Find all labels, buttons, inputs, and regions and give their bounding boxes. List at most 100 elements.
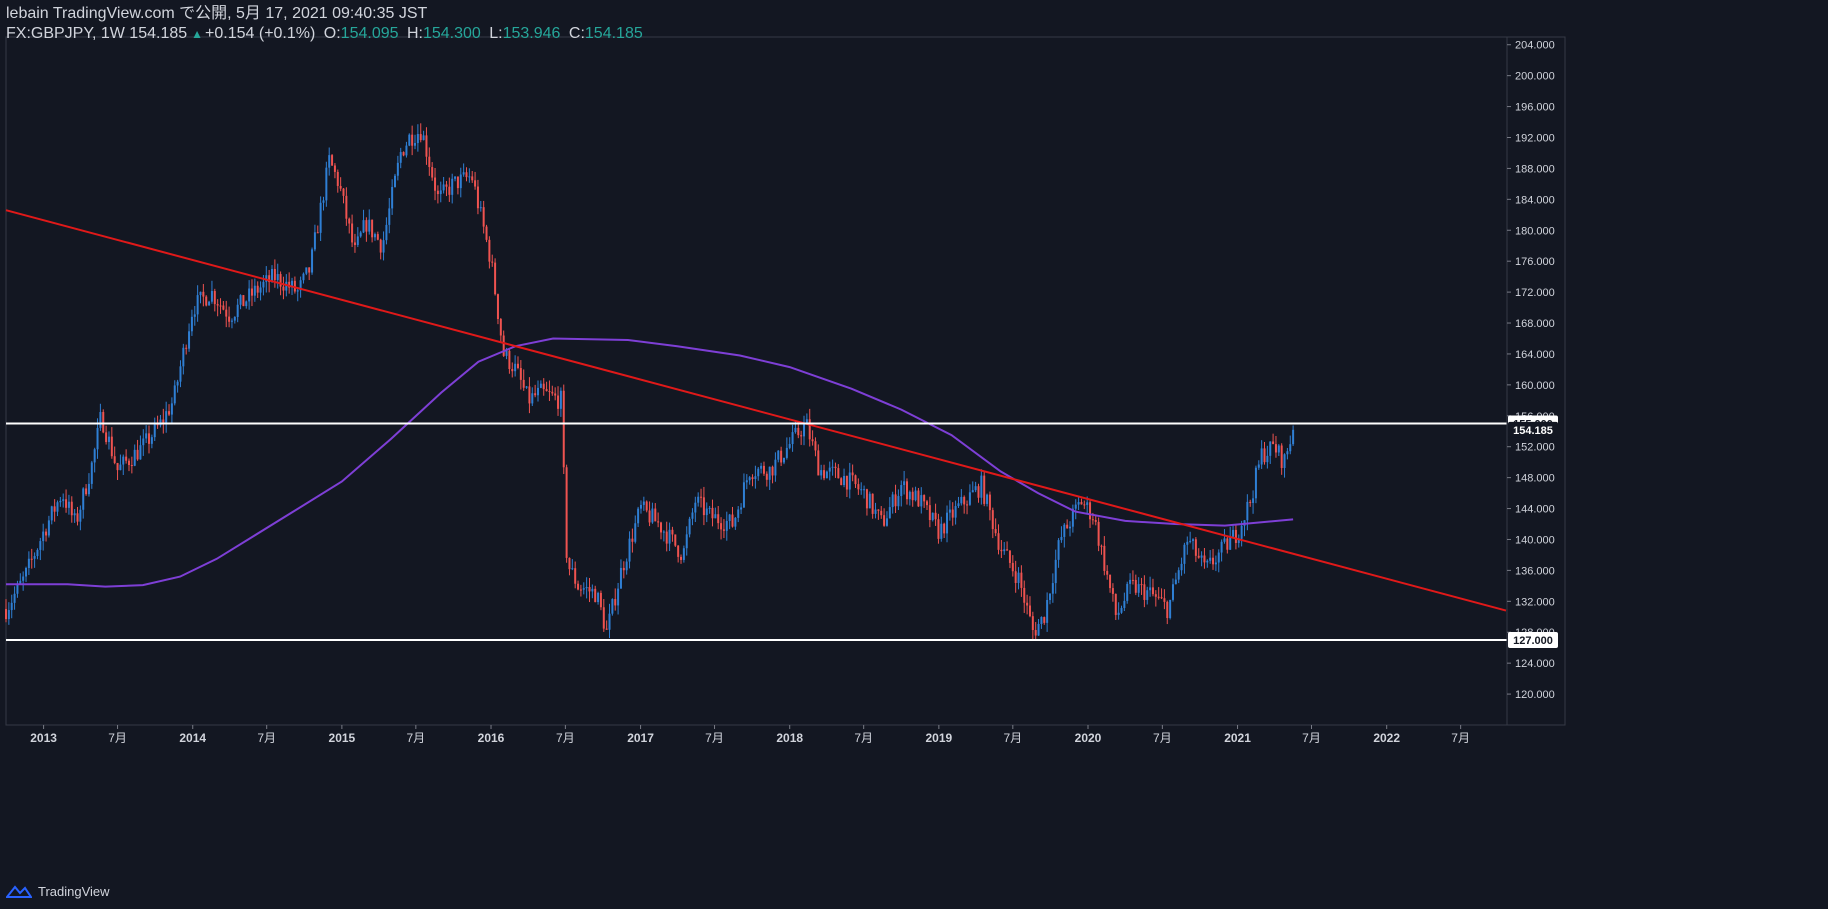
candle-body	[150, 437, 153, 444]
candle-body	[188, 331, 191, 349]
candle	[685, 526, 688, 556]
candle-body	[136, 449, 139, 460]
candle	[202, 283, 205, 307]
candle	[1252, 490, 1255, 514]
candle-body	[848, 472, 851, 490]
candle-body	[1026, 602, 1029, 606]
candle-body	[528, 386, 531, 404]
candle	[482, 200, 485, 234]
time-tick-label: 2015	[329, 731, 356, 745]
candle	[165, 401, 168, 433]
candle	[717, 505, 720, 530]
candle	[760, 462, 763, 474]
candle-body	[823, 470, 826, 479]
candle	[868, 491, 871, 509]
candle	[208, 300, 211, 306]
candle	[228, 306, 231, 328]
candle	[10, 594, 13, 619]
candle-body	[1151, 587, 1154, 595]
candle	[205, 295, 208, 307]
candle-body	[940, 523, 943, 539]
candle	[56, 500, 59, 517]
candle-body	[311, 249, 314, 273]
candle-body	[379, 239, 382, 253]
symbol-label[interactable]: FX:GBPJPY, 1W 154.185	[6, 25, 188, 42]
candle-body	[1091, 519, 1094, 521]
candle-body	[1171, 584, 1174, 600]
candle	[316, 225, 319, 234]
candle-body	[1046, 599, 1049, 623]
price-tick-label: 160.000	[1515, 380, 1555, 392]
candle-body	[983, 475, 986, 504]
candle-body	[840, 478, 843, 486]
candle	[213, 288, 216, 312]
candle-body	[385, 224, 388, 241]
candle-body	[665, 531, 668, 544]
candle	[708, 505, 711, 514]
candle	[831, 459, 834, 476]
candle	[47, 515, 50, 538]
candle-body	[479, 207, 482, 209]
candle-body	[133, 449, 136, 466]
candle-body	[817, 450, 820, 476]
time-tick-label: 2018	[776, 731, 803, 745]
footer-branding[interactable]: TradingView	[6, 880, 110, 902]
time-tick-label: 7月	[705, 731, 724, 745]
candle-body	[279, 274, 282, 287]
candle-body	[903, 481, 906, 486]
candle	[414, 134, 417, 150]
candle-body	[42, 531, 45, 542]
candle-body	[551, 391, 554, 394]
candle	[1149, 576, 1152, 597]
candle-body	[1006, 549, 1009, 551]
candle-body	[968, 492, 971, 505]
candle-body	[797, 427, 800, 436]
candle	[1263, 441, 1266, 465]
candle	[1143, 575, 1146, 608]
candle	[434, 168, 437, 201]
candle	[528, 377, 531, 414]
candle-body	[651, 508, 654, 523]
horizontal-level-lines[interactable]	[6, 422, 1507, 641]
candle-body	[1028, 605, 1031, 617]
candle-body	[1051, 583, 1054, 594]
candle-body	[1060, 536, 1063, 541]
candle	[737, 506, 740, 523]
candle-body	[276, 274, 279, 281]
candle	[568, 557, 571, 576]
candle-body	[1249, 501, 1252, 503]
candle	[22, 571, 25, 591]
time-tick-label: 2014	[179, 731, 206, 745]
candle	[1171, 578, 1174, 602]
trend-line[interactable]	[5, 209, 1507, 612]
candle	[1040, 616, 1043, 629]
candle-body	[1083, 504, 1086, 506]
candle-body	[1183, 544, 1186, 564]
candle-body	[720, 523, 723, 530]
price-axis[interactable]: 120.000124.000128.000132.000136.000140.0…	[1507, 40, 1555, 701]
candle	[1283, 453, 1286, 478]
candle	[454, 176, 457, 182]
candle-body	[1080, 502, 1083, 505]
candle	[557, 386, 560, 416]
candle-body	[36, 549, 39, 557]
candle	[173, 380, 176, 406]
candle	[1069, 521, 1072, 537]
candle	[393, 173, 396, 188]
candle	[288, 272, 291, 294]
candle	[99, 403, 102, 431]
candle	[674, 534, 677, 547]
candle-body	[325, 167, 328, 201]
candle-body	[1123, 600, 1126, 608]
candle	[1103, 536, 1106, 576]
candle-body	[1212, 557, 1215, 565]
candle-body	[740, 507, 743, 510]
candle	[351, 214, 354, 248]
candle	[1106, 565, 1109, 580]
candle-body	[811, 439, 814, 442]
candle-body	[617, 588, 620, 606]
candle-body	[402, 152, 405, 156]
time-axis[interactable]: 2013 7月 2014 7月 2015 7月 2016 7月 2017 7月 2018 7月 2019…	[30, 725, 1470, 745]
candle	[537, 380, 540, 402]
